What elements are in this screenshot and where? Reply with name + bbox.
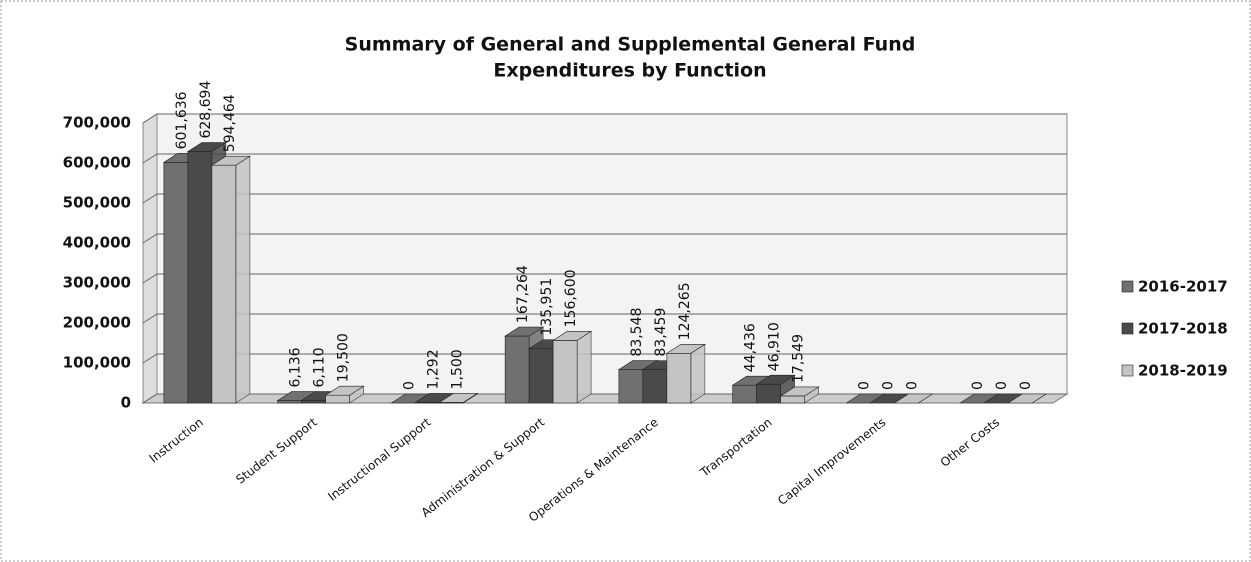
bar-top bbox=[324, 385, 365, 396]
bar-top bbox=[779, 386, 820, 397]
y-tick-label: 100,000 bbox=[63, 354, 131, 372]
chart-title: Summary of General and Supplemental Gene… bbox=[345, 34, 916, 56]
bar-top bbox=[665, 343, 706, 354]
value-label: 601,636 bbox=[174, 91, 190, 149]
value-label: 6,136 bbox=[288, 347, 304, 387]
y-tick-label: 700,000 bbox=[63, 114, 131, 132]
bar bbox=[301, 400, 326, 404]
bar bbox=[552, 340, 578, 404]
bar-top bbox=[893, 393, 934, 404]
value-label: 156,600 bbox=[563, 269, 579, 327]
value-label: 0 bbox=[856, 381, 872, 390]
value-label: 6,110 bbox=[312, 347, 328, 387]
legend-label: 2018-2019 bbox=[1138, 362, 1228, 380]
value-label: 19,500 bbox=[336, 333, 352, 382]
value-label: 1,500 bbox=[449, 349, 465, 389]
value-label: 0 bbox=[994, 381, 1010, 390]
legend-label: 2017-2018 bbox=[1138, 320, 1228, 338]
y-tick-label: 0 bbox=[121, 394, 131, 412]
value-label: 44,436 bbox=[743, 323, 759, 372]
value-label: 0 bbox=[970, 381, 986, 390]
grid-line bbox=[142, 353, 1067, 364]
y-tick-label: 600,000 bbox=[63, 154, 131, 172]
bar bbox=[780, 395, 805, 404]
bar-top bbox=[438, 393, 479, 403]
legend-swatch bbox=[1121, 322, 1134, 335]
bar-top bbox=[504, 326, 545, 337]
bar-side bbox=[576, 330, 592, 404]
y-tick-label: 300,000 bbox=[63, 274, 131, 292]
bar bbox=[163, 162, 189, 404]
value-label: 17,549 bbox=[791, 334, 807, 383]
value-label: 135,951 bbox=[539, 278, 555, 336]
bar bbox=[325, 394, 350, 404]
legend-label: 2016-2017 bbox=[1138, 278, 1228, 296]
bar-top bbox=[552, 331, 593, 341]
y-tick-label: 500,000 bbox=[63, 194, 131, 212]
y-tick-label: 400,000 bbox=[63, 234, 131, 252]
bar-top bbox=[1007, 393, 1048, 404]
bar-top bbox=[210, 155, 251, 166]
bar-top bbox=[186, 142, 227, 152]
grid-line bbox=[142, 193, 1067, 204]
bar-top bbox=[755, 374, 796, 385]
bar bbox=[756, 383, 781, 404]
bar bbox=[642, 369, 668, 404]
value-label: 594,464 bbox=[222, 94, 238, 152]
side-wall bbox=[142, 113, 158, 404]
bar bbox=[277, 400, 302, 404]
value-label: 1,292 bbox=[425, 349, 441, 389]
grid-line bbox=[142, 153, 1067, 164]
value-label: 0 bbox=[401, 381, 417, 390]
grid-line bbox=[142, 113, 1067, 124]
bar-side bbox=[690, 343, 706, 404]
bar bbox=[504, 335, 530, 404]
bar bbox=[732, 384, 757, 404]
value-label: 0 bbox=[1018, 381, 1034, 390]
value-label: 83,459 bbox=[653, 308, 669, 357]
bar bbox=[528, 348, 554, 404]
grid-line bbox=[142, 313, 1067, 324]
value-label: 83,548 bbox=[629, 308, 645, 357]
bar bbox=[187, 151, 213, 404]
bar bbox=[618, 369, 644, 404]
legend-swatch bbox=[1121, 364, 1134, 377]
value-label: 0 bbox=[880, 381, 896, 390]
value-label: 46,910 bbox=[767, 322, 783, 371]
y-tick-label: 200,000 bbox=[63, 314, 131, 332]
grid-line bbox=[142, 233, 1067, 244]
value-label: 0 bbox=[904, 381, 920, 390]
bar bbox=[211, 164, 237, 404]
grid-line bbox=[142, 273, 1067, 284]
legend-swatch bbox=[1121, 280, 1134, 293]
bar-side bbox=[235, 155, 251, 404]
value-label: 628,694 bbox=[198, 81, 214, 139]
value-label: 124,265 bbox=[677, 282, 693, 340]
value-label: 167,264 bbox=[515, 265, 531, 323]
chart-subtitle: Expenditures by Function bbox=[493, 60, 766, 82]
bar bbox=[666, 352, 692, 404]
